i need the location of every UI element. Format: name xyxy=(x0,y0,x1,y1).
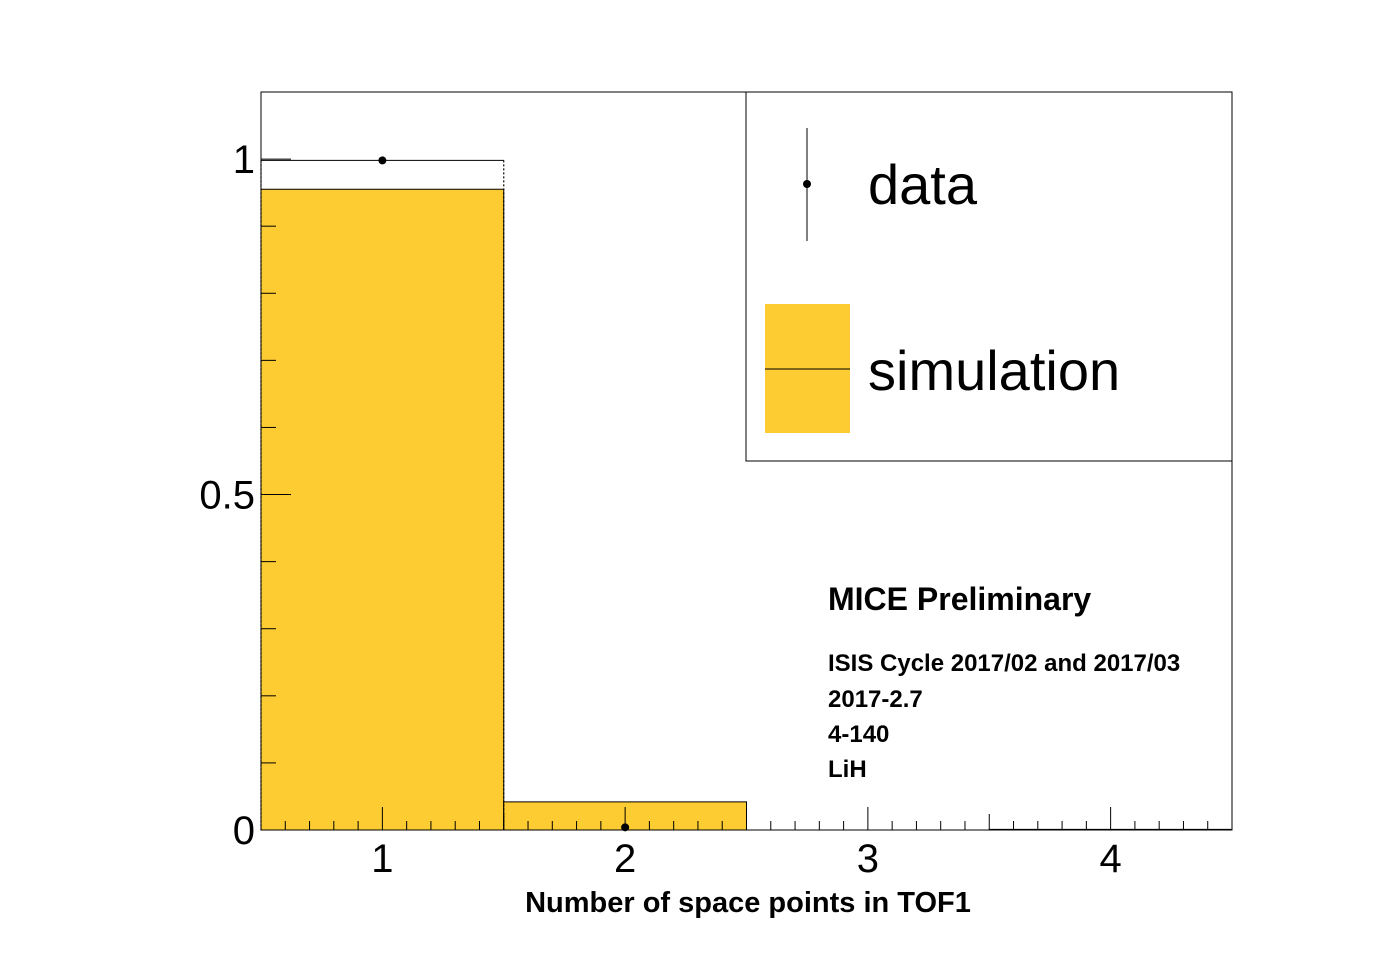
x-tick-label-4: 4 xyxy=(1100,837,1122,881)
x-tick-label-1: 1 xyxy=(371,837,393,881)
y-tick-label-0: 0 xyxy=(233,809,255,853)
legend-data-marker xyxy=(803,180,811,188)
x-axis-title: Number of space points in TOF1 xyxy=(525,887,971,919)
data-point-1 xyxy=(378,156,387,165)
legend-label-simulation: simulation xyxy=(868,339,1120,402)
y-axis-ticks: 00.51 xyxy=(199,138,291,853)
simulation-bar-1 xyxy=(261,189,504,831)
x-tick-label-3: 3 xyxy=(857,837,879,881)
annotation-title: MICE Preliminary xyxy=(828,581,1091,617)
legend-label-data: data xyxy=(868,153,978,216)
legend: data simulation xyxy=(745,91,1233,462)
annotations: MICE Preliminary ISIS Cycle 2017/02 and … xyxy=(828,581,1180,783)
y-tick-label-1: 1 xyxy=(233,138,255,182)
x-axis-ticks: 1 2 3 4 xyxy=(284,807,1233,881)
annotation-line-2: 2017-2.7 xyxy=(828,686,923,713)
y-tick-label-0.5: 0.5 xyxy=(199,474,255,518)
annotation-line-4: LiH xyxy=(828,756,867,783)
data-points xyxy=(378,156,630,832)
annotation-line-3: 4-140 xyxy=(828,721,889,748)
annotation-line-1: ISIS Cycle 2017/02 and 2017/03 xyxy=(828,650,1180,677)
x-tick-label-2: 2 xyxy=(614,837,636,881)
simulation-bars xyxy=(260,188,1233,831)
